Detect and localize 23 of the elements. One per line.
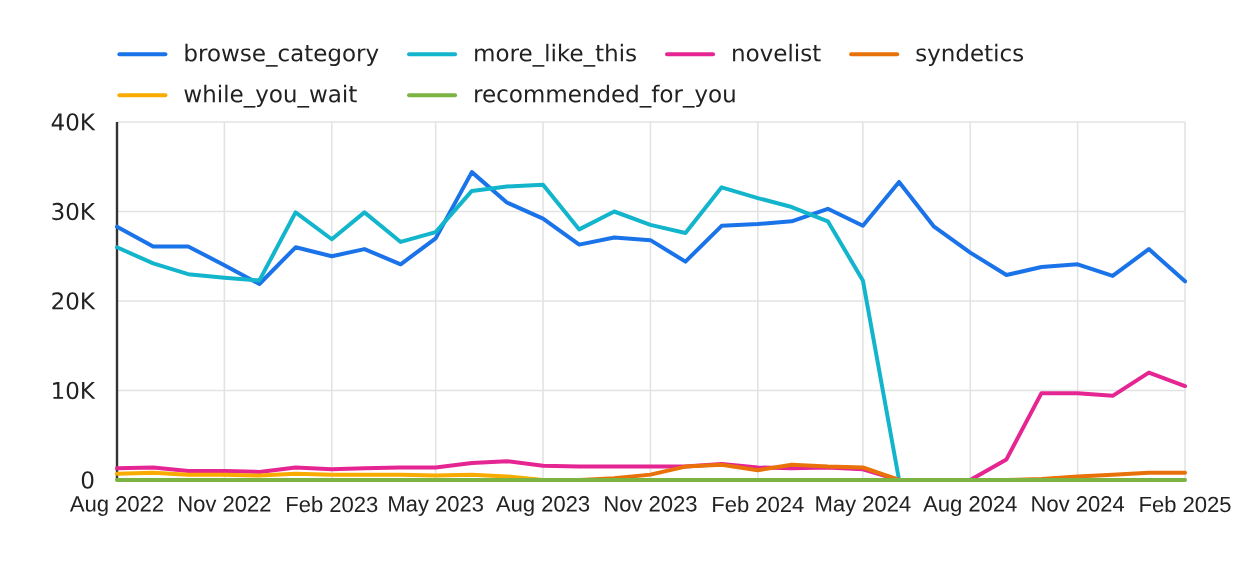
x-tick-label: Feb 2024 [713,496,804,513]
x-tick-label: Nov 2022 [179,496,271,512]
x-tick-label: Aug 2022 [69,496,163,516]
x-tick-label: Feb 2023 [287,496,378,513]
x-tick-label: May 2024 [816,496,911,516]
legend-label: browse_category [185,43,379,67]
y-tick-label: 20K [52,292,96,310]
x-tick-label: Aug 2023 [495,496,590,516]
legend-label: while_you_wait [184,84,357,108]
legend-label: novelist [733,43,821,62]
x-tick-label: Aug 2024 [923,496,1017,516]
y-tick-label: 30K [52,202,96,221]
x-tick-label: Nov 2023 [605,496,697,512]
legend-label: recommended_for_you [475,84,735,108]
legend-label: more_like_this [475,43,636,67]
line-series [115,170,1188,286]
y-tick-label: 10K [53,381,96,400]
x-tick-label: Feb 2025 [1140,496,1231,513]
y-tick-label: 0 [81,471,94,489]
legend-label: syndetics [916,43,1024,67]
y-tick-label: 40K [51,113,96,131]
x-tick-label: May 2023 [389,496,483,516]
x-tick-label: Nov 2024 [1032,496,1125,512]
